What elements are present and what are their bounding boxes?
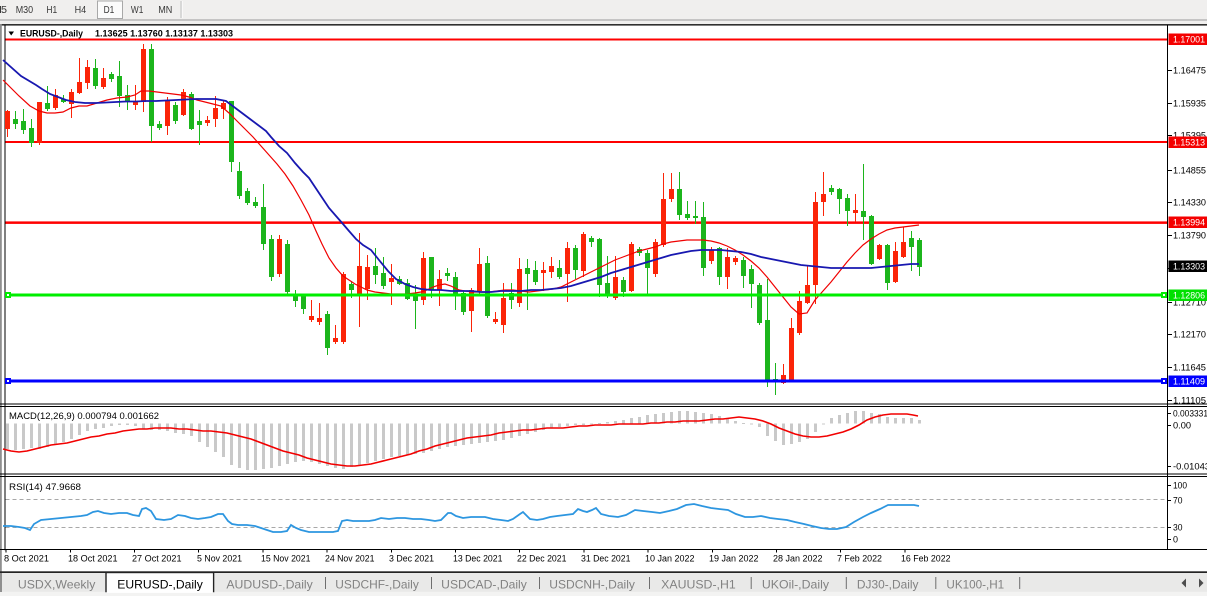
svg-text:0.00: 0.00 bbox=[1173, 421, 1191, 432]
svg-text:1.11105: 1.11105 bbox=[1173, 396, 1206, 407]
svg-text:10 Jan 2022: 10 Jan 2022 bbox=[645, 554, 695, 565]
svg-text:1.15935: 1.15935 bbox=[1173, 99, 1206, 110]
svg-text:DJ30-,Daily: DJ30-,Daily bbox=[857, 578, 919, 592]
svg-text:1.12806: 1.12806 bbox=[1173, 291, 1205, 302]
svg-text:UKOil-,Daily: UKOil-,Daily bbox=[762, 578, 829, 592]
svg-text:1.16475: 1.16475 bbox=[1173, 66, 1206, 77]
svg-text:19 Jan 2022: 19 Jan 2022 bbox=[709, 554, 759, 565]
svg-text:EURUSD-,Daily: EURUSD-,Daily bbox=[117, 578, 203, 592]
svg-text:27 Oct 2021: 27 Oct 2021 bbox=[132, 554, 182, 565]
svg-text:1.14330: 1.14330 bbox=[1173, 198, 1206, 209]
svg-text:24 Nov 2021: 24 Nov 2021 bbox=[325, 554, 375, 565]
svg-text:18 Oct 2021: 18 Oct 2021 bbox=[68, 554, 118, 565]
svg-text:1.11645: 1.11645 bbox=[1173, 363, 1206, 374]
svg-text:AUDUSD-,Daily: AUDUSD-,Daily bbox=[226, 578, 312, 592]
svg-text:RSI(14) 47.9668: RSI(14) 47.9668 bbox=[9, 482, 81, 493]
svg-text:H4: H4 bbox=[75, 5, 87, 16]
svg-text:16 Feb 2022: 16 Feb 2022 bbox=[901, 554, 951, 565]
svg-text:70: 70 bbox=[1173, 496, 1183, 507]
svg-text:USDCNH-,Daily: USDCNH-,Daily bbox=[549, 578, 635, 592]
svg-text:1.17001: 1.17001 bbox=[1173, 35, 1205, 46]
svg-text:15 Nov 2021: 15 Nov 2021 bbox=[261, 554, 311, 565]
svg-text:USDCHF-,Daily: USDCHF-,Daily bbox=[335, 578, 419, 592]
svg-text:MACD(12,26,9) 0.000794 0.00166: MACD(12,26,9) 0.000794 0.001662 bbox=[9, 411, 159, 422]
svg-text:13 Dec 2021: 13 Dec 2021 bbox=[453, 554, 503, 565]
svg-text:5 Nov 2021: 5 Nov 2021 bbox=[197, 554, 242, 565]
svg-text:1.13790: 1.13790 bbox=[1173, 231, 1206, 242]
svg-text:M30: M30 bbox=[16, 5, 34, 16]
svg-text:D1: D1 bbox=[104, 5, 115, 16]
svg-text:1.13303: 1.13303 bbox=[1173, 262, 1205, 273]
svg-text:22 Dec 2021: 22 Dec 2021 bbox=[517, 554, 567, 565]
svg-text:1.14855: 1.14855 bbox=[1173, 166, 1206, 177]
svg-text:EURUSD-,Daily: EURUSD-,Daily bbox=[20, 29, 84, 40]
svg-text:USDCAD-,Daily: USDCAD-,Daily bbox=[441, 578, 527, 592]
svg-text:0: 0 bbox=[1173, 535, 1178, 546]
svg-text:1.13994: 1.13994 bbox=[1173, 218, 1205, 229]
svg-text:100: 100 bbox=[1173, 481, 1187, 492]
svg-text:1.13625 1.13760 1.13137 1.1330: 1.13625 1.13760 1.13137 1.13303 bbox=[95, 29, 233, 40]
svg-text:8 Oct 2021: 8 Oct 2021 bbox=[4, 554, 49, 565]
svg-text:-0.01043: -0.01043 bbox=[1173, 462, 1207, 473]
svg-text:0.003331: 0.003331 bbox=[1173, 409, 1207, 420]
svg-text:28 Jan 2022: 28 Jan 2022 bbox=[773, 554, 823, 565]
svg-text:H1: H1 bbox=[46, 5, 57, 16]
svg-text:1.11409: 1.11409 bbox=[1173, 377, 1205, 388]
svg-text:XAUUSD-,H1: XAUUSD-,H1 bbox=[661, 578, 736, 592]
svg-text:1.15313: 1.15313 bbox=[1173, 138, 1205, 149]
svg-text:1.15395: 1.15395 bbox=[1173, 131, 1206, 142]
svg-text:7 Feb 2022: 7 Feb 2022 bbox=[837, 554, 882, 565]
svg-text:31 Dec 2021: 31 Dec 2021 bbox=[581, 554, 631, 565]
svg-text:W1: W1 bbox=[131, 5, 144, 16]
svg-text:5: 5 bbox=[1, 5, 7, 16]
svg-text:1.12710: 1.12710 bbox=[1173, 298, 1206, 309]
svg-text:MN: MN bbox=[158, 5, 172, 16]
svg-text:1.12170: 1.12170 bbox=[1173, 330, 1206, 341]
svg-text:30: 30 bbox=[1173, 523, 1183, 534]
svg-text:USDX,Weekly: USDX,Weekly bbox=[18, 578, 96, 592]
svg-text:UK100-,H1: UK100-,H1 bbox=[946, 578, 1004, 592]
svg-text:3 Dec 2021: 3 Dec 2021 bbox=[389, 554, 434, 565]
